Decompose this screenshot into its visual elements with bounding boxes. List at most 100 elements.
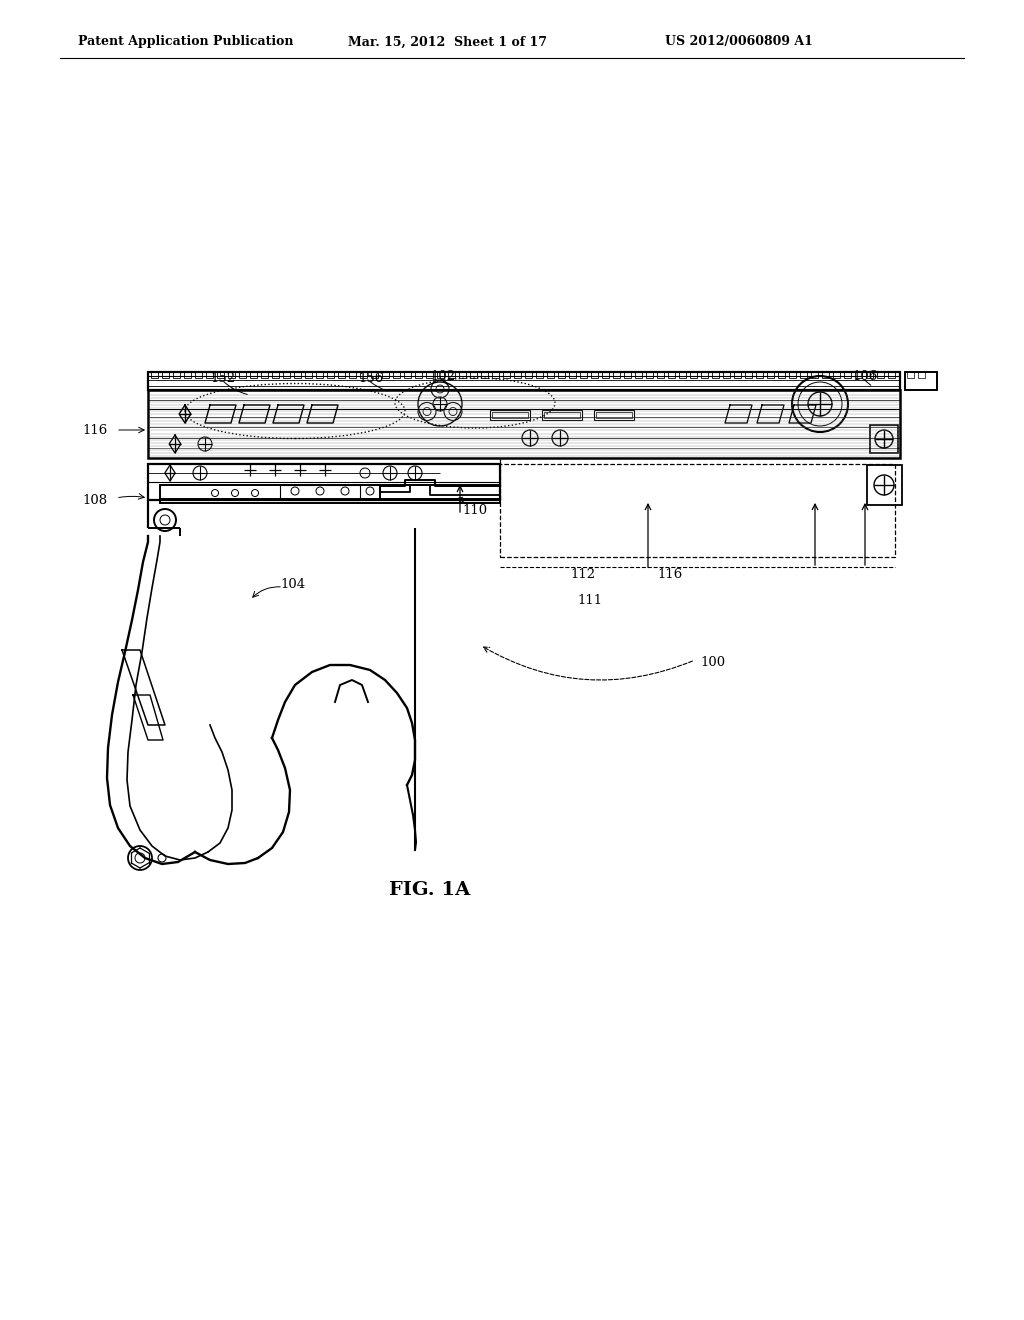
Bar <box>822 372 829 378</box>
Bar <box>437 372 444 378</box>
Bar <box>492 372 499 378</box>
Bar <box>734 372 741 378</box>
Bar <box>870 425 898 453</box>
Bar <box>327 372 334 378</box>
Text: 110: 110 <box>462 503 487 516</box>
Bar <box>745 372 752 378</box>
Text: 112: 112 <box>570 569 595 582</box>
Bar <box>148 465 500 500</box>
Text: 108: 108 <box>82 494 108 507</box>
Bar <box>360 372 367 378</box>
Bar <box>195 372 202 378</box>
Bar <box>679 372 686 378</box>
Bar <box>349 372 356 378</box>
Bar <box>148 372 900 389</box>
Bar <box>404 372 411 378</box>
Bar <box>701 372 708 378</box>
Bar <box>217 372 224 378</box>
Bar <box>613 372 620 378</box>
Bar <box>470 372 477 378</box>
Bar <box>148 389 900 458</box>
Bar <box>160 484 500 503</box>
Bar <box>657 372 664 378</box>
Bar <box>525 372 532 378</box>
Bar <box>492 412 528 418</box>
Bar <box>778 372 785 378</box>
Text: 111: 111 <box>578 594 602 606</box>
Bar <box>371 372 378 378</box>
Bar <box>635 372 642 378</box>
Text: 102: 102 <box>430 370 455 383</box>
Text: 116: 116 <box>82 424 108 437</box>
Bar <box>184 372 191 378</box>
Bar <box>162 372 169 378</box>
Bar <box>712 372 719 378</box>
Bar <box>558 372 565 378</box>
Bar <box>490 411 530 420</box>
Text: 106: 106 <box>852 370 878 383</box>
Bar <box>668 372 675 378</box>
Bar <box>646 372 653 378</box>
Bar <box>338 372 345 378</box>
Bar <box>459 372 466 378</box>
Text: FIG. 1A: FIG. 1A <box>389 880 471 899</box>
Bar <box>833 372 840 378</box>
Bar <box>514 372 521 378</box>
Bar <box>866 372 873 378</box>
Bar <box>239 372 246 378</box>
Bar <box>877 372 884 378</box>
Bar <box>844 372 851 378</box>
Bar <box>918 372 925 378</box>
Bar <box>811 372 818 378</box>
Text: Mar. 15, 2012  Sheet 1 of 17: Mar. 15, 2012 Sheet 1 of 17 <box>348 36 547 49</box>
Bar <box>547 372 554 378</box>
Bar <box>867 465 902 506</box>
Bar <box>594 411 634 420</box>
Bar <box>756 372 763 378</box>
Bar <box>500 465 895 557</box>
Text: 156: 156 <box>358 371 383 384</box>
Text: 100: 100 <box>700 656 725 668</box>
Bar <box>283 372 290 378</box>
Bar <box>624 372 631 378</box>
Text: 116: 116 <box>657 569 682 582</box>
Bar <box>250 372 257 378</box>
Bar <box>596 412 632 418</box>
Bar <box>426 372 433 378</box>
Bar <box>481 372 488 378</box>
Bar <box>415 372 422 378</box>
Text: Patent Application Publication: Patent Application Publication <box>78 36 294 49</box>
Bar <box>569 372 575 378</box>
Bar <box>393 372 400 378</box>
Bar <box>503 372 510 378</box>
Bar <box>382 372 389 378</box>
Bar <box>580 372 587 378</box>
Bar <box>800 372 807 378</box>
Bar <box>544 412 580 418</box>
Bar <box>723 372 730 378</box>
Bar <box>790 372 796 378</box>
Bar <box>905 372 937 389</box>
Bar <box>907 372 914 378</box>
Text: 104: 104 <box>280 578 305 591</box>
Text: 152: 152 <box>210 371 236 384</box>
Bar <box>280 484 360 500</box>
Bar <box>536 372 543 378</box>
Bar <box>261 372 268 378</box>
Text: US 2012/0060809 A1: US 2012/0060809 A1 <box>665 36 813 49</box>
Bar <box>151 372 158 378</box>
Bar <box>294 372 301 378</box>
Bar <box>767 372 774 378</box>
Bar <box>272 372 279 378</box>
Bar <box>888 372 895 378</box>
Bar <box>602 372 609 378</box>
Bar <box>690 372 697 378</box>
Bar <box>855 372 862 378</box>
Bar <box>305 372 312 378</box>
Bar <box>228 372 234 378</box>
Bar <box>542 411 582 420</box>
Bar <box>316 372 323 378</box>
Bar <box>206 372 213 378</box>
Bar <box>591 372 598 378</box>
Bar <box>449 372 455 378</box>
